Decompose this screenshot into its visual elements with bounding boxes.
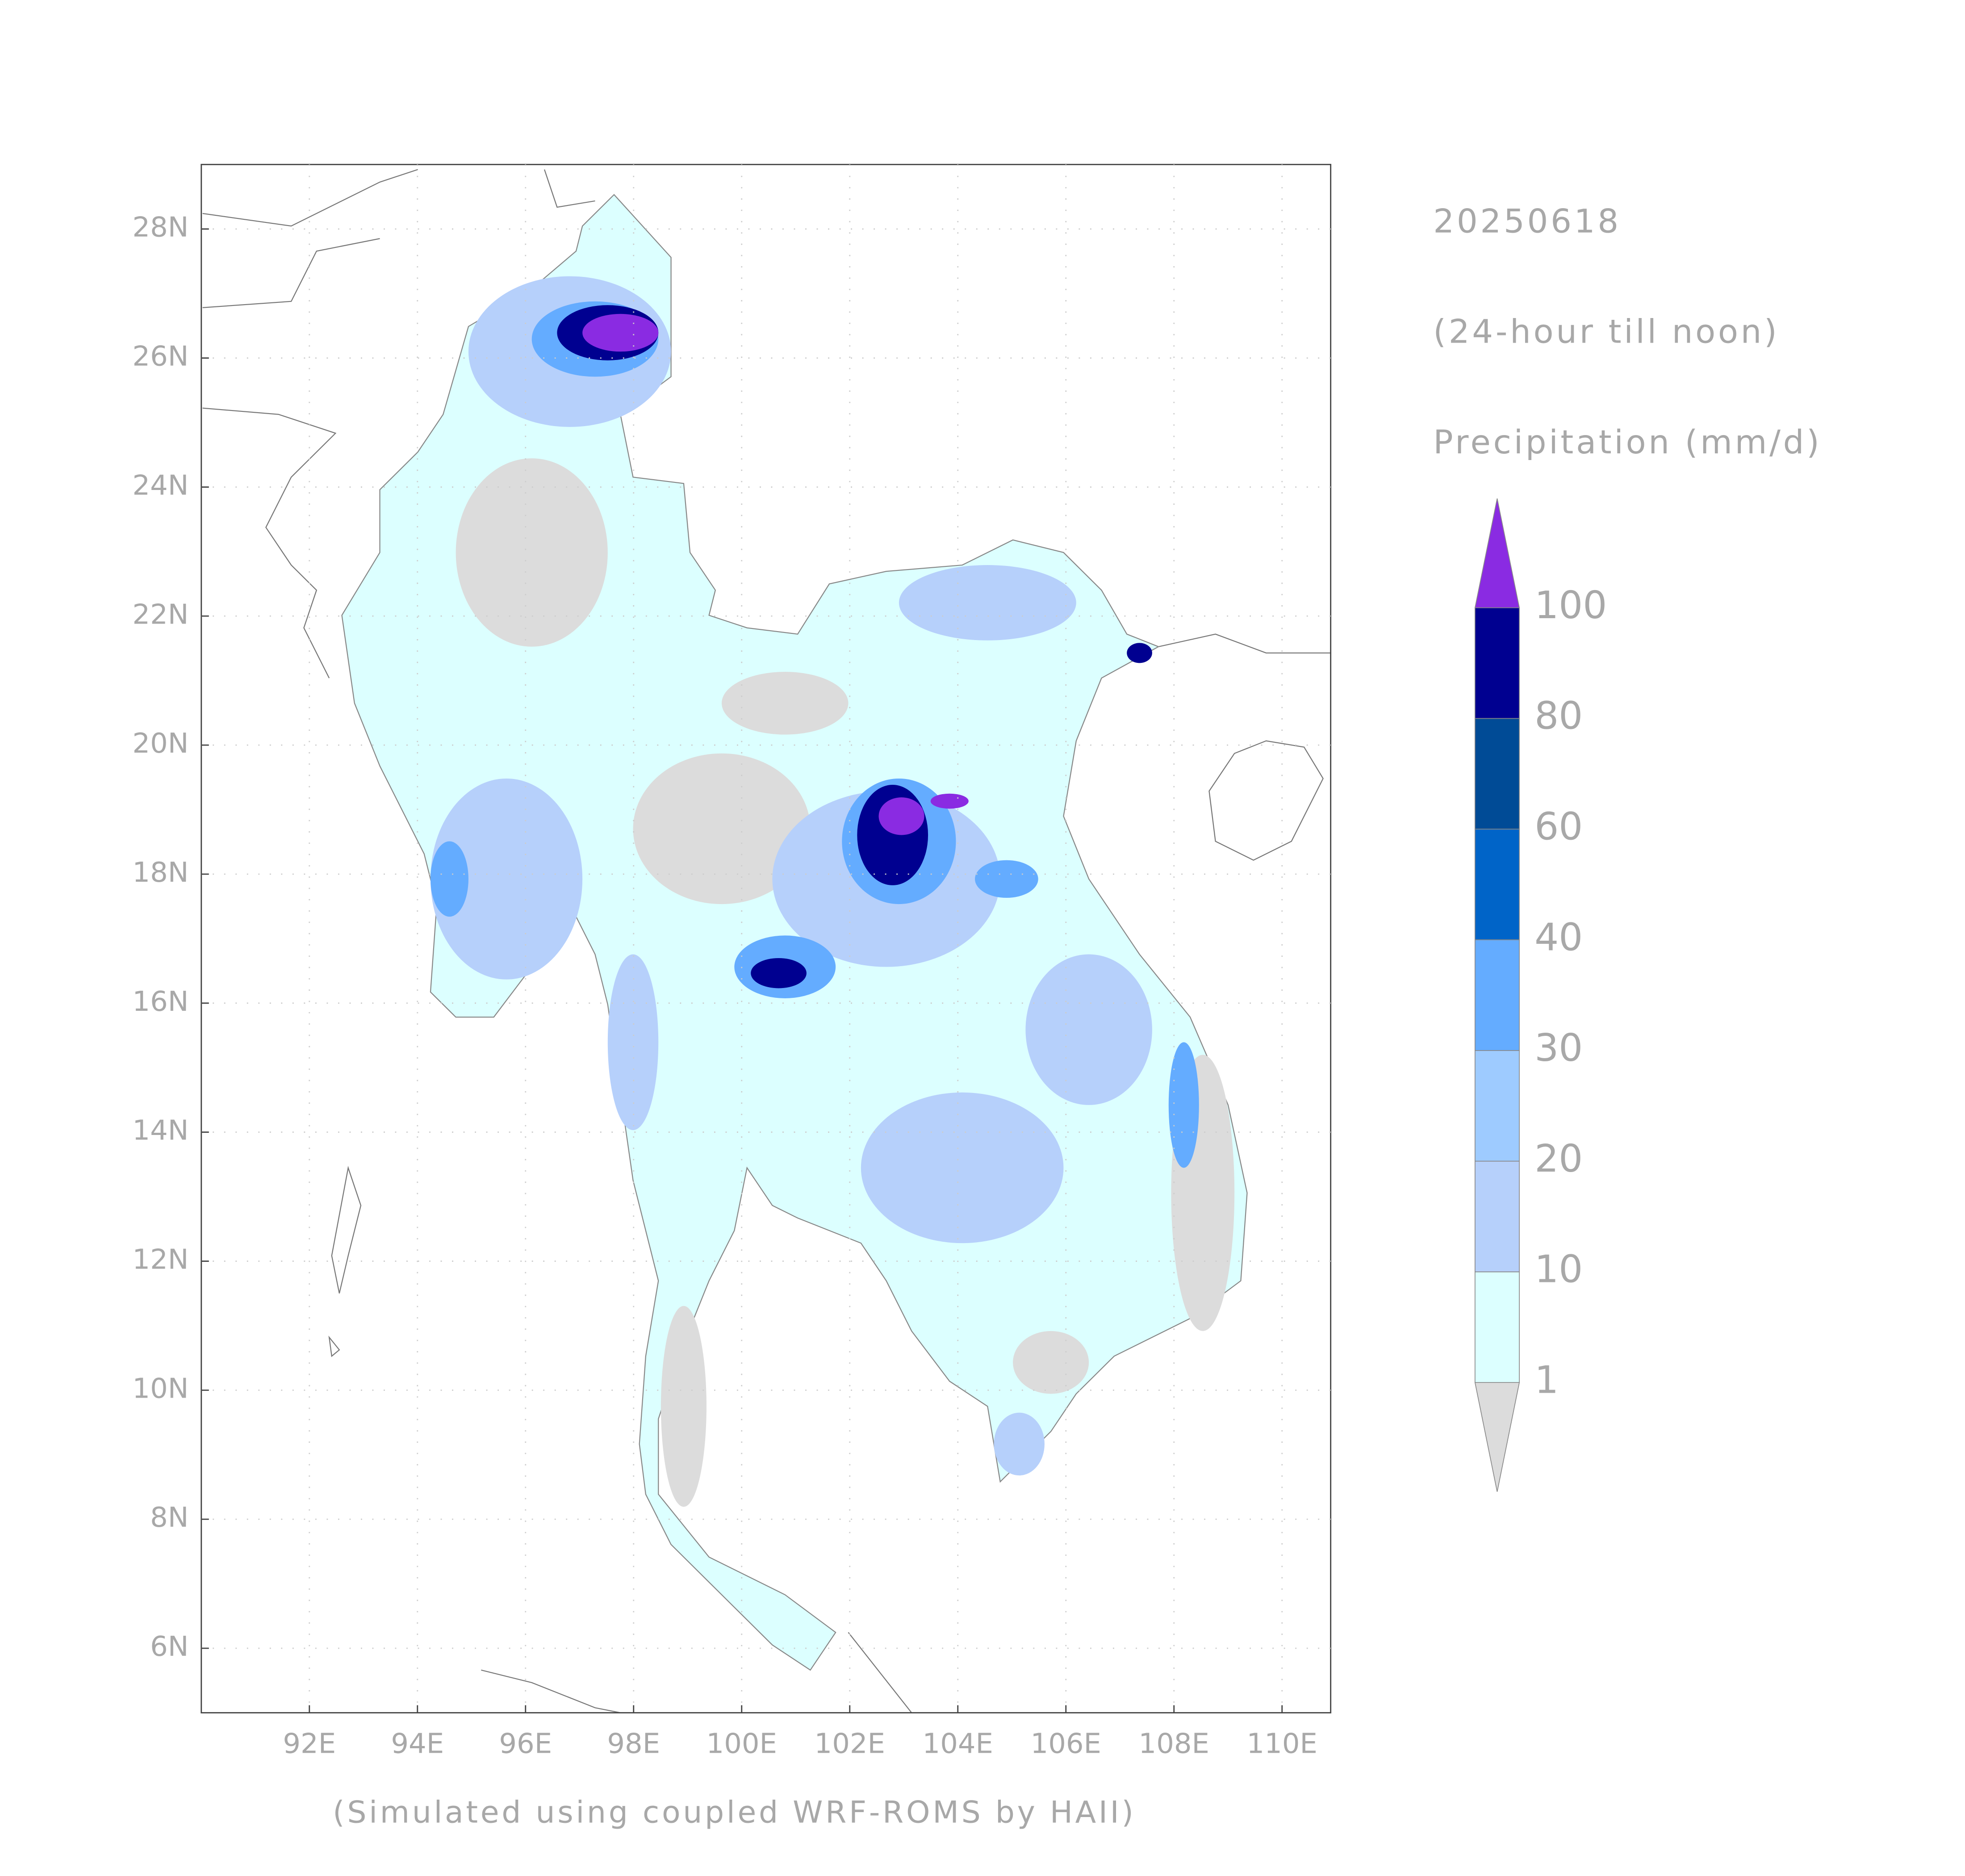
x-tick-label: 110E: [1247, 1727, 1317, 1760]
y-tick-label: 16N: [132, 985, 188, 1018]
colorbar-label: 60: [1534, 804, 1583, 849]
y-tick-label: 12N: [132, 1243, 188, 1276]
x-tick-label: 96E: [499, 1727, 552, 1760]
y-tick-label: 26N: [132, 340, 188, 373]
extreme-rain-areas: [582, 314, 969, 835]
colorbar-label: 100: [1534, 583, 1607, 627]
map-land: [202, 169, 1331, 1713]
colorbar-band: [1474, 1050, 1520, 1162]
colorbar-under: [1474, 1382, 1520, 1492]
colorbar-band: [1474, 829, 1520, 940]
coastline: [1158, 633, 1331, 861]
dry-areas: [456, 458, 1235, 1507]
y-tick-label: 14N: [132, 1114, 188, 1147]
y-tick-label: 18N: [132, 856, 188, 888]
colorbar-over: [1474, 498, 1520, 608]
coastline: [544, 169, 595, 208]
colorbar-label: 30: [1534, 1026, 1583, 1070]
colorbar-label: 1: [1534, 1358, 1559, 1402]
colorbar-label: 80: [1534, 694, 1583, 738]
y-tick-label: 22N: [132, 598, 188, 631]
colorbar-label: 20: [1534, 1136, 1583, 1181]
coastline: [202, 169, 418, 678]
x-tick-label: 98E: [607, 1727, 660, 1760]
x-tick-label: 100E: [707, 1727, 777, 1760]
colorbar-band: [1474, 607, 1520, 719]
y-tick-label: 28N: [132, 211, 188, 243]
x-tick-label: 102E: [815, 1727, 885, 1760]
colorbar-band: [1474, 1271, 1520, 1383]
x-tick-label: 104E: [923, 1727, 993, 1760]
y-tick-label: 24N: [132, 469, 188, 502]
y-tick-label: 20N: [132, 727, 188, 759]
coastline: [328, 1165, 912, 1713]
colorbar-label: 10: [1534, 1247, 1583, 1291]
x-tick-label: 108E: [1139, 1727, 1209, 1760]
colorbar-label: 40: [1534, 915, 1583, 959]
x-tick-label: 106E: [1031, 1727, 1101, 1760]
period: (24-hour till noon): [1433, 313, 1779, 351]
colorbar-band: [1474, 718, 1520, 830]
date: 20250618: [1433, 203, 1621, 241]
y-tick-label: 8N: [150, 1501, 188, 1534]
y-tick-label: 6N: [150, 1630, 188, 1662]
y-tick-label: 10N: [132, 1372, 188, 1405]
colorbar-band: [1474, 1160, 1520, 1273]
footer: (Simulated using coupled WRF-ROMS by HAI…: [333, 1795, 1136, 1830]
colorbar-band: [1474, 939, 1520, 1051]
x-tick-label: 94E: [391, 1727, 444, 1760]
variable-title: Precipitation (mm/d): [1433, 423, 1822, 461]
map-frame: [201, 163, 1332, 1713]
x-tick-label: 92E: [283, 1727, 336, 1760]
